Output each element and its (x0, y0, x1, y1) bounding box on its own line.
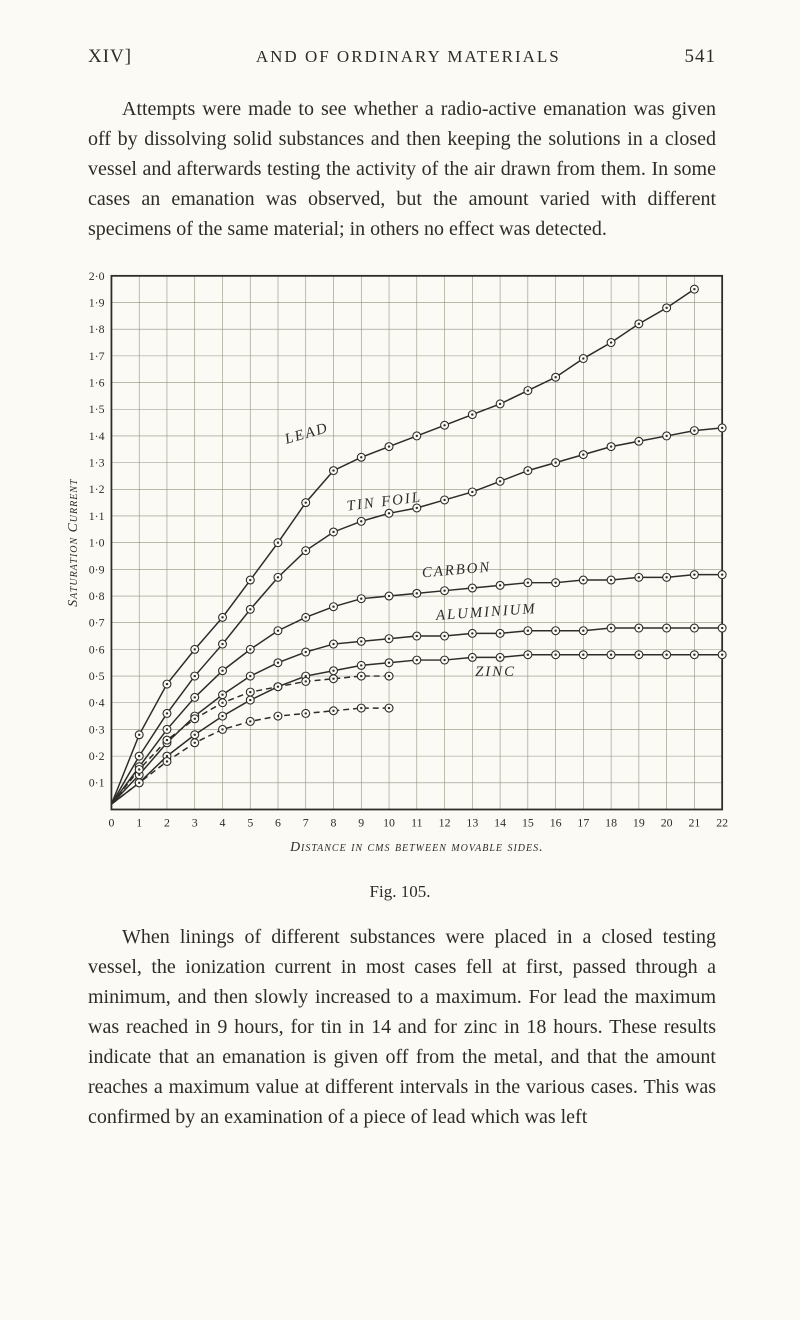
page-number: 541 (684, 46, 716, 67)
x-tick-label: 7 (303, 815, 309, 829)
y-tick-label: 0·2 (89, 749, 105, 763)
x-tick-label: 1 (136, 815, 142, 829)
y-tick-label: 1·4 (89, 429, 105, 443)
y-tick-label: 0·8 (89, 589, 105, 603)
x-tick-label: 4 (220, 815, 226, 829)
x-tick-label: 18 (605, 815, 617, 829)
paragraph-emanation-tests: Attempts were made to see whether a radi… (88, 98, 716, 240)
y-tick-label: 1·0 (89, 536, 105, 550)
x-tick-label: 12 (439, 815, 451, 829)
x-tick-label: 14 (494, 815, 506, 829)
x-tick-label: 11 (411, 815, 422, 829)
y-tick-label: 0·5 (89, 669, 105, 683)
x-tick-label: 13 (466, 815, 478, 829)
y-tick-label: 0·3 (89, 722, 105, 736)
x-tick-label: 16 (550, 815, 562, 829)
y-axis-label: Saturation Current (65, 478, 80, 607)
y-tick-label: 0·1 (89, 776, 105, 790)
y-tick-label: 2·0 (89, 269, 105, 283)
y-tick-label: 1·8 (89, 322, 105, 336)
chapter-number: XIV] (88, 46, 133, 67)
y-tick-label: 0·9 (89, 562, 105, 576)
x-tick-label: 17 (577, 815, 589, 829)
curve-label-aluminium: ALUMINIUM (434, 601, 537, 624)
x-tick-label: 22 (716, 815, 728, 829)
y-tick-label: 1·7 (89, 349, 105, 363)
figure-105: LEAD TIN FOIL CARBON ALUMINIUM ZINC 0·1 0·2 0·3… (64, 262, 736, 902)
x-tick-label: 9 (358, 815, 364, 829)
y-tick-label: 0·7 (89, 616, 105, 630)
curve-label-carbon: CARBON (421, 559, 492, 581)
x-tick-label: 20 (661, 815, 673, 829)
x-axis-label: Distance in cms between movable sides. (289, 839, 543, 854)
chart-canvas: LEAD TIN FOIL CARBON ALUMINIUM ZINC 0·1 0·2 0·3… (65, 269, 728, 854)
y-tick-label: 0·6 (89, 642, 105, 656)
x-tick-label: 6 (275, 815, 281, 829)
y-tick-label: 0·4 (89, 696, 105, 710)
y-tick-label: 1·6 (89, 376, 105, 390)
x-tick-label: 21 (688, 815, 700, 829)
y-tick-label: 1·2 (89, 482, 105, 496)
y-tick-label: 1·3 (89, 456, 105, 470)
x-tick-label: 10 (383, 815, 395, 829)
curve-lead (110, 288, 695, 805)
curve-label-zinc: ZINC (475, 664, 516, 680)
curve-label-tin-foil: TIN FOIL (346, 490, 423, 515)
y-tick-label: 1·5 (89, 402, 105, 416)
plot-frame (110, 274, 724, 811)
x-tick-label: 0 (108, 815, 114, 829)
figure-caption: Fig. 105. (369, 881, 431, 901)
y-tick-label: 1·9 (89, 295, 105, 309)
paragraph-linings-results: When linings of different substances wer… (88, 925, 716, 1128)
chart: LEAD TIN FOIL CARBON ALUMINIUM ZINC 0·1 0·2 0·3… (64, 262, 736, 872)
x-tick-label: 3 (192, 815, 198, 829)
x-tick-label: 15 (522, 815, 534, 829)
y-tick-label: 1·1 (89, 509, 105, 523)
curve-label-lead: LEAD (282, 420, 331, 448)
running-title: AND OF ORDINARY MATERIALS (255, 47, 561, 66)
x-tick-label: 8 (331, 815, 337, 829)
running-head: XIV] AND OF ORDINARY MATERIALS 541 (88, 46, 716, 68)
x-tick-label: 2 (164, 815, 170, 829)
x-tick-label: 5 (247, 815, 253, 829)
x-tick-label: 19 (633, 815, 645, 829)
